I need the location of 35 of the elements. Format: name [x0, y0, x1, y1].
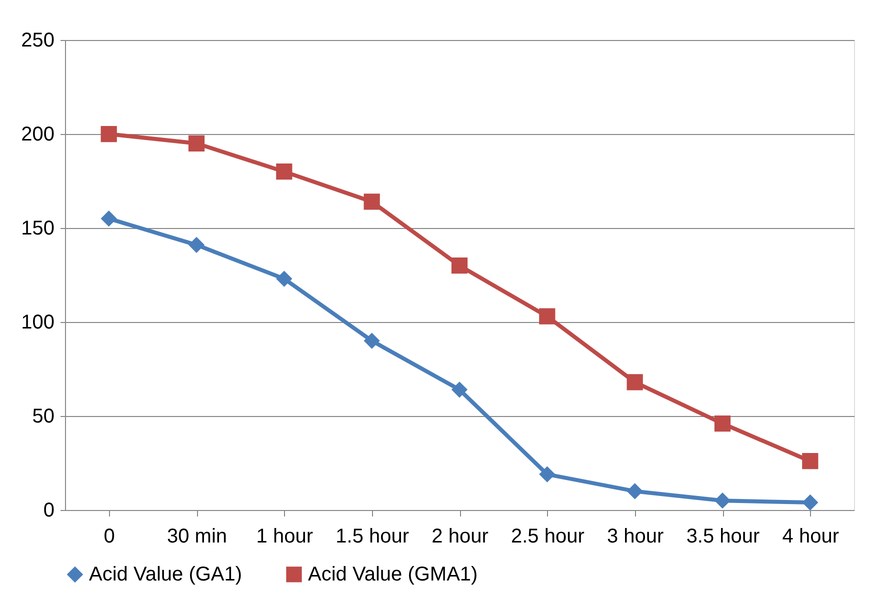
x-tick-label: 3 hour	[606, 526, 664, 548]
point	[451, 382, 468, 398]
y-tick-label: 0	[43, 500, 54, 522]
point	[188, 135, 205, 152]
point	[364, 194, 380, 210]
point	[100, 126, 117, 142]
y-tick-label: 250	[21, 30, 54, 52]
legend-label: Acid Value (GMA1)	[308, 563, 478, 586]
x-tick-label: 0	[104, 526, 115, 548]
point	[626, 374, 643, 390]
point	[626, 483, 643, 500]
legend-label: Acid Value (GA1)	[89, 563, 242, 586]
x-tick-label: 3.5 hour	[686, 526, 760, 548]
point	[539, 466, 556, 482]
x-tick-label: 30 min	[166, 526, 228, 548]
point	[714, 492, 731, 509]
y-tick-label: 150	[21, 218, 54, 240]
y-tick-label: 100	[21, 312, 54, 334]
point	[276, 270, 292, 287]
point	[539, 308, 556, 324]
x-tick-label: 1 hour	[256, 526, 314, 548]
point	[802, 494, 818, 511]
point	[100, 210, 117, 227]
point	[188, 236, 205, 253]
point	[364, 332, 380, 349]
point	[276, 164, 292, 180]
x-tick-label: 1.5 hour	[336, 526, 410, 548]
x-tick-label: 2 hour	[432, 526, 489, 548]
y-tick-label: 50	[32, 406, 54, 428]
point	[802, 453, 818, 470]
x-tick-label: 4 hour	[782, 526, 840, 548]
point	[451, 258, 468, 274]
x-tick-label: 2.5 hour	[510, 526, 585, 548]
y-tick-label: 200	[21, 124, 54, 146]
point	[714, 415, 731, 432]
